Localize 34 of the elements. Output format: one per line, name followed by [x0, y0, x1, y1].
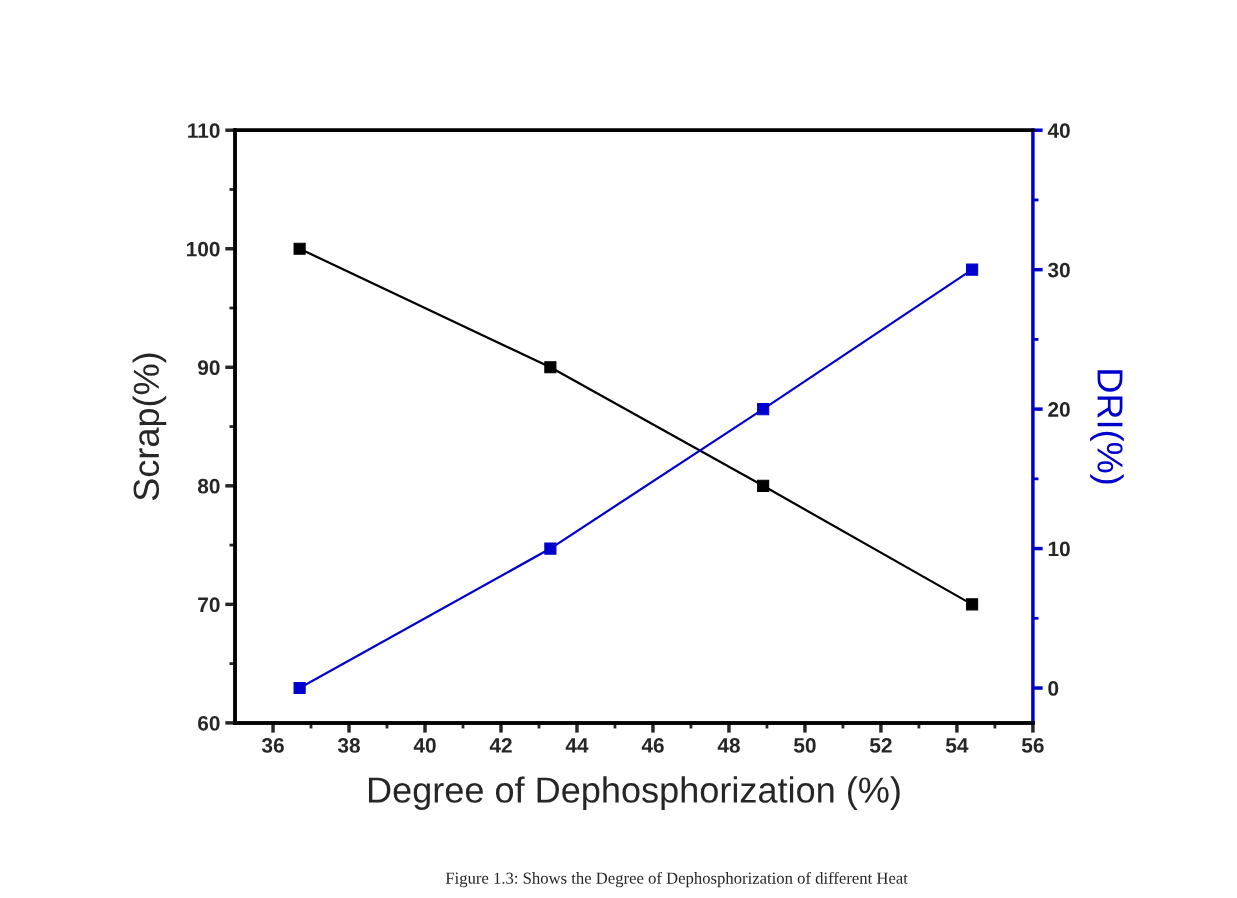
caption: Figure 1.3: Shows the Degree of Dephosphorization of different Heat	[445, 871, 908, 888]
x-tick-label: 50	[793, 738, 816, 753]
x-tick-label: 42	[489, 738, 512, 753]
y-tick-label: 70	[198, 597, 220, 613]
x-tick-label: 38	[337, 738, 360, 753]
x-tick-label: 36	[261, 738, 284, 753]
point	[544, 542, 557, 555]
x-tick-label: 52	[869, 738, 892, 753]
y-tick-label: 80	[197, 478, 220, 494]
x-tick-label: 56	[1021, 738, 1044, 753]
y-tick-label: 110	[188, 123, 220, 138]
x-tick-label: 46	[641, 738, 664, 753]
y-tick-label: 100	[187, 241, 220, 257]
y-tick-label: 60	[198, 715, 220, 731]
y2-tick-label: 10	[1048, 541, 1070, 557]
x-tick-label: 48	[717, 738, 740, 753]
x-tick-label: 54	[945, 738, 969, 753]
y2-tick-label: 30	[1047, 262, 1070, 278]
point	[966, 598, 979, 611]
x-tick-label: 40	[413, 738, 436, 753]
y-axis-title: Scrap(%)	[132, 353, 167, 501]
point	[757, 479, 770, 492]
y2-tick-label: 0	[1048, 681, 1059, 696]
point	[757, 403, 770, 416]
y2-tick-label: 20	[1048, 402, 1070, 417]
point	[966, 263, 979, 276]
point	[293, 242, 306, 255]
y2-axis-title: DRI(%)	[1090, 370, 1124, 484]
x-axis-title: Degree of Dephosphorization (%)	[368, 776, 900, 810]
point	[544, 361, 557, 374]
point	[293, 681, 306, 695]
y2-tick-label: 40	[1047, 123, 1070, 138]
x-tick-label: 44	[565, 738, 589, 753]
y-tick-label: 90	[198, 360, 220, 376]
